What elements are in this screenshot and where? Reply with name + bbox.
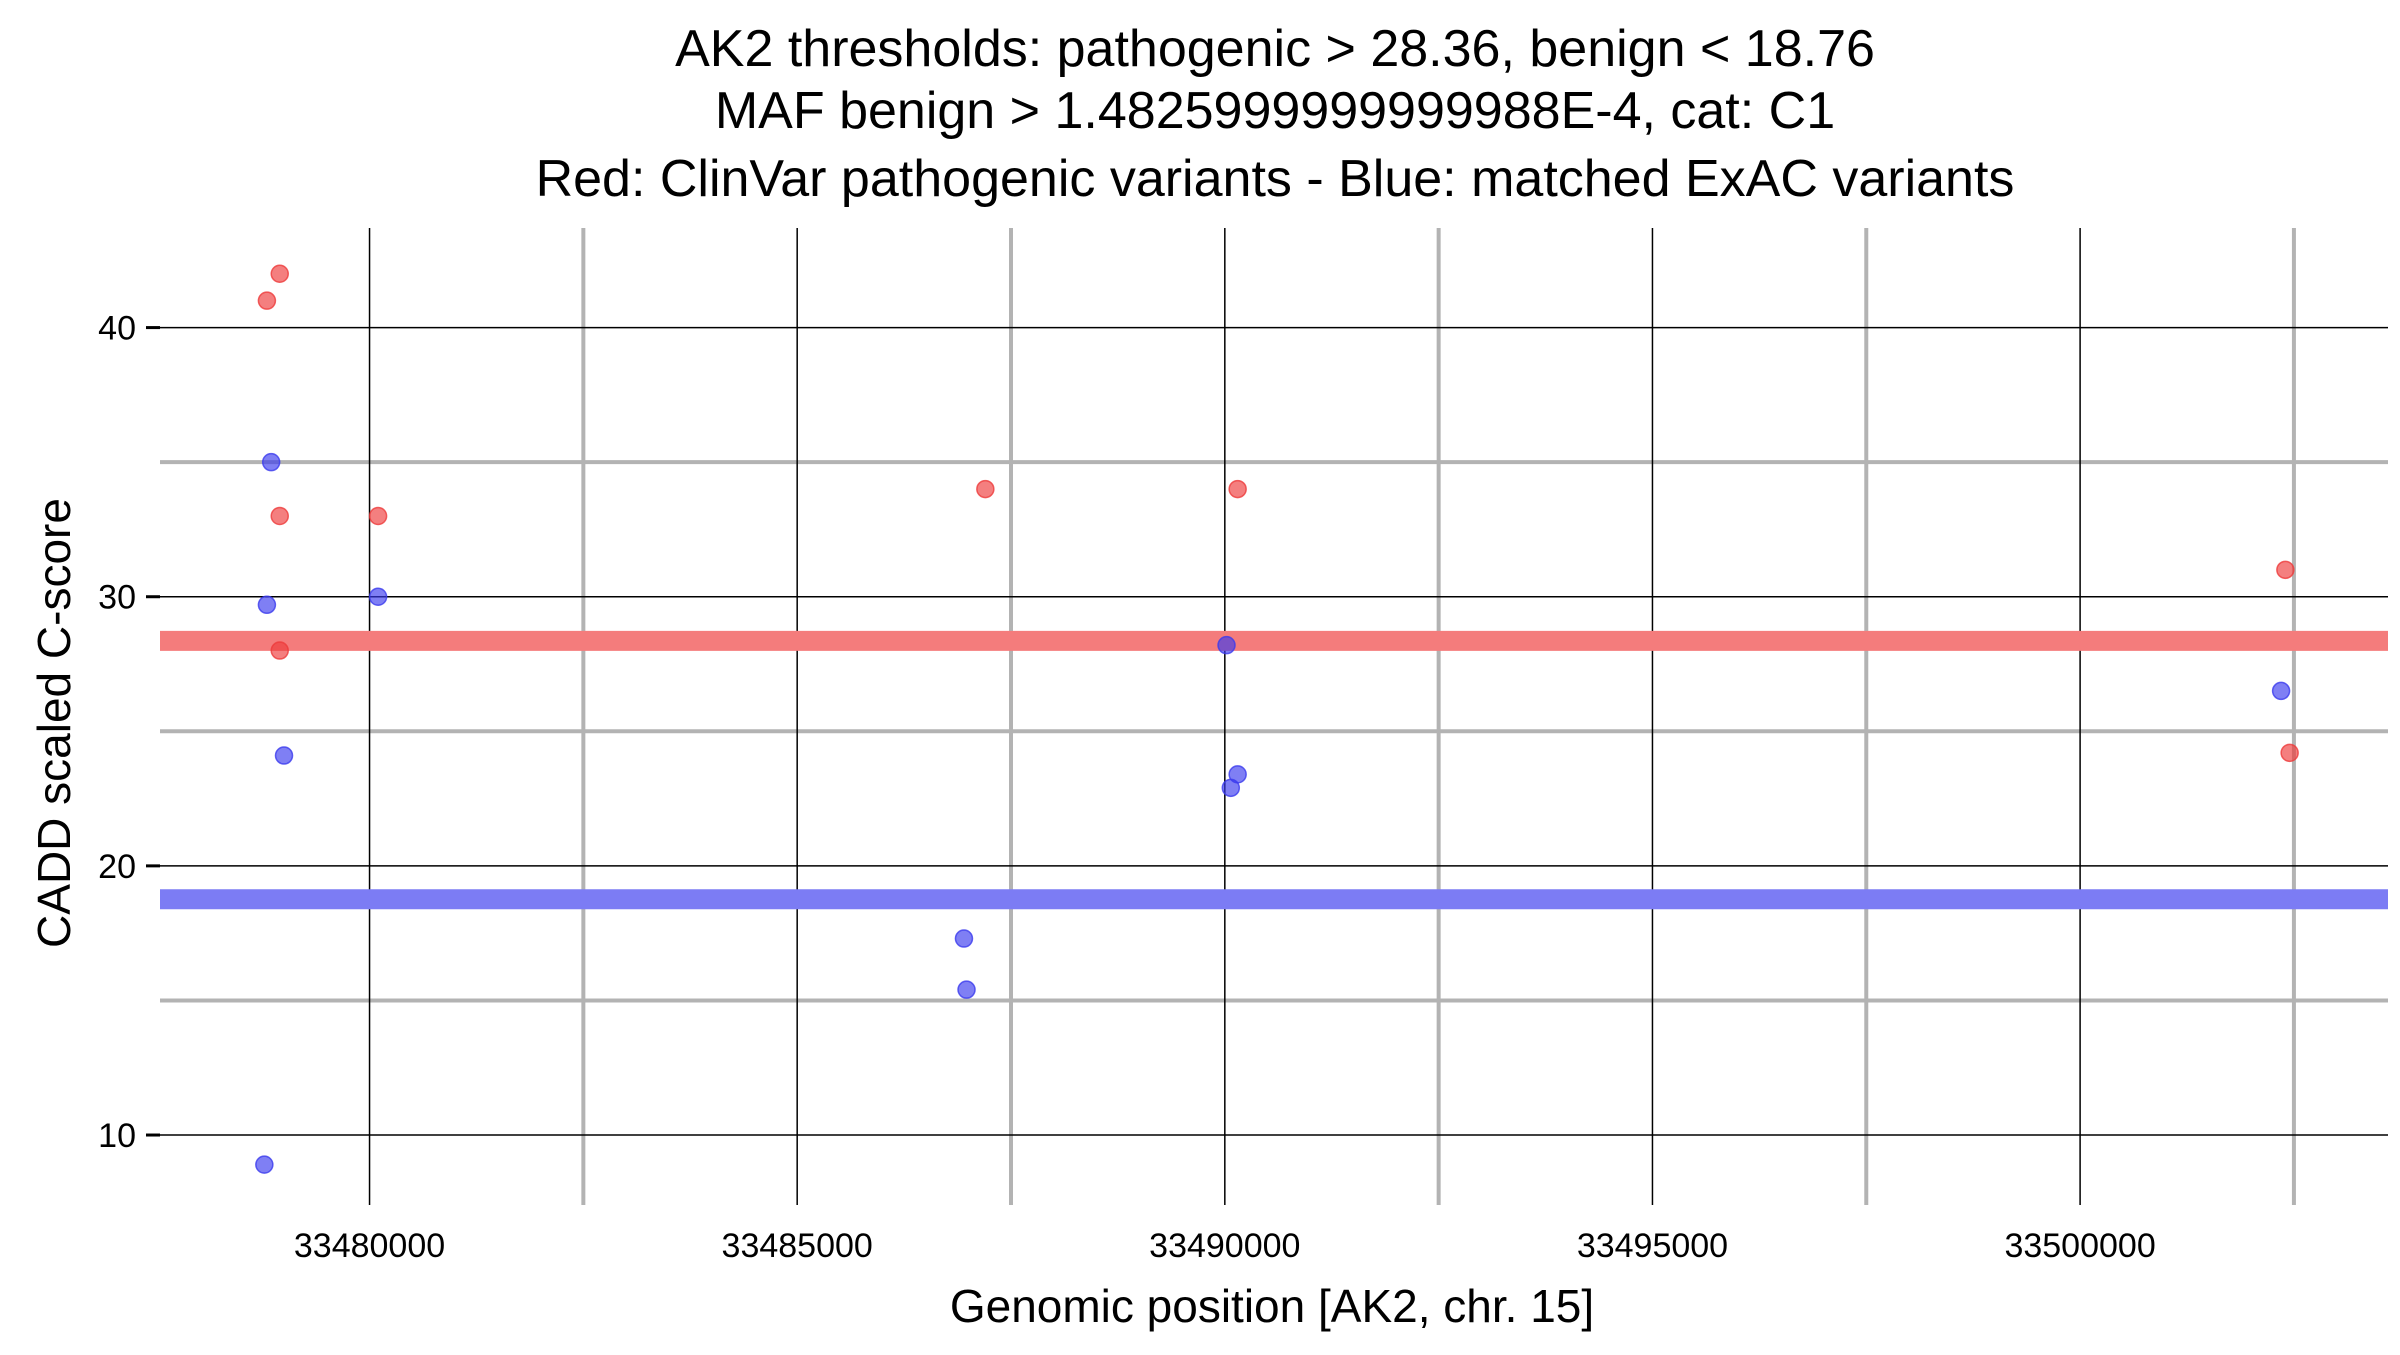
data-point-s0-4: [368, 506, 388, 526]
y-tick-label-0: 10: [98, 1117, 136, 1155]
y-tick-label-3: 40: [98, 310, 136, 348]
data-point-s0-1: [270, 264, 289, 284]
title-line-2: MAF benign > 1.4825999999999988E-4, cat:…: [715, 82, 1835, 140]
x-tick-label-0: 33480000: [294, 1227, 445, 1265]
data-point-s0-5: [976, 479, 995, 499]
x-axis-ticks: 33480000 33485000 33490000 33495000 33500000: [294, 1227, 2156, 1265]
data-point-s1-9: [1228, 765, 1247, 784]
x-tick-label-3: 33495000: [1577, 1227, 1728, 1265]
title-line-1: AK2 thresholds: pathogenic > 28.36, beni…: [675, 20, 1875, 78]
data-point-s1-0: [261, 452, 281, 472]
data-point-s1-7: [1217, 635, 1236, 655]
data-point-s1-1: [257, 595, 277, 615]
y-axis-title: CADD scaled C-score: [28, 498, 80, 948]
x-axis-title: Genomic position [AK2, chr. 15]: [950, 1280, 1594, 1332]
threshold-lines: [160, 630, 2388, 910]
data-point-s1-5: [954, 929, 974, 948]
chart-title: AK2 thresholds: pathogenic > 28.36, beni…: [536, 20, 2015, 208]
data-point-s0-3: [270, 641, 289, 660]
data-point-s1-6: [957, 980, 976, 999]
y-tick-label-1: 20: [98, 848, 136, 886]
major-gridlines: [160, 228, 2388, 1205]
data-point-s0-2: [270, 506, 289, 526]
data-point-s1-2: [274, 746, 294, 765]
title-line-3: Red: ClinVar pathogenic variants - Blue:…: [536, 150, 2015, 208]
x-tick-label-1: 33485000: [722, 1227, 873, 1265]
data-point-s1-4: [368, 587, 388, 606]
minor-gridlines: [160, 228, 2388, 1205]
data-point-s1-3: [255, 1155, 274, 1174]
x-tick-label-4: 33500000: [2004, 1227, 2155, 1265]
data-point-s1-10: [2271, 681, 2291, 701]
y-tick-label-2: 30: [98, 579, 136, 617]
y-axis-ticks: 10 20 30 40: [98, 310, 160, 1155]
data-point-s0-0: [257, 291, 277, 310]
data-points: [255, 264, 2299, 1174]
x-tick-label-2: 33490000: [1149, 1227, 1300, 1265]
data-point-s0-6: [1228, 479, 1247, 499]
data-point-s0-8: [2280, 743, 2299, 763]
data-point-s0-7: [2276, 560, 2295, 580]
